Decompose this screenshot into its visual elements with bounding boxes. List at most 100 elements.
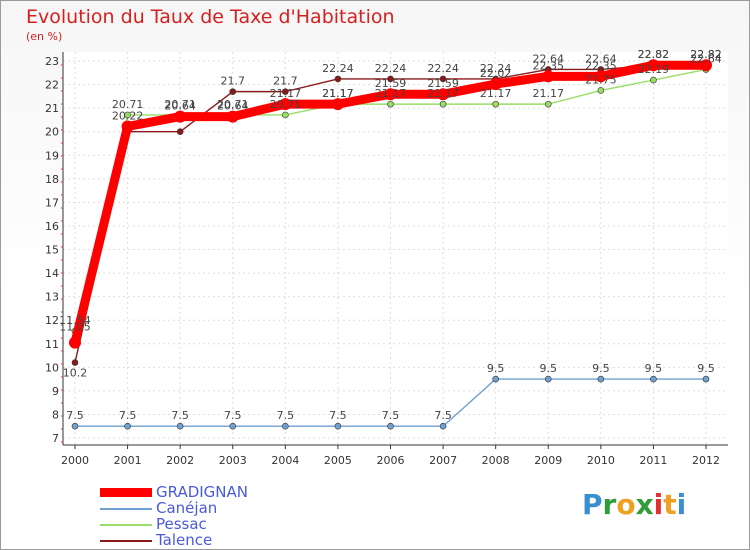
x-tick-label: 2001 xyxy=(114,454,142,467)
legend-label-pessac: Pessac xyxy=(156,515,207,533)
data-label: 20.71 xyxy=(112,98,144,111)
data-label: 21.7 xyxy=(221,75,246,88)
y-tick-label: 18 xyxy=(45,173,59,186)
data-label: 9.5 xyxy=(592,362,610,375)
data-point xyxy=(489,78,502,91)
data-label: 21.59 xyxy=(427,77,459,90)
x-tick-label: 2009 xyxy=(534,454,562,467)
data-label: 22.24 xyxy=(427,62,459,75)
data-point xyxy=(229,88,237,95)
x-tick-label: 2007 xyxy=(429,454,457,467)
data-point xyxy=(387,100,394,108)
data-label: 22.82 xyxy=(638,48,670,61)
y-tick-label: 11 xyxy=(45,338,59,351)
data-point xyxy=(176,128,184,135)
data-label: 21.75 xyxy=(585,73,617,86)
data-point xyxy=(597,87,605,94)
data-point xyxy=(71,359,79,366)
x-tick-label: 2004 xyxy=(271,454,299,467)
x-tick-label: 2002 xyxy=(166,454,194,467)
data-point xyxy=(334,75,342,83)
data-label: 9.5 xyxy=(645,362,663,375)
data-label: 20.71 xyxy=(217,98,249,111)
data-point xyxy=(121,120,134,133)
data-point xyxy=(700,59,712,72)
data-label: 22.24 xyxy=(480,62,512,75)
data-point xyxy=(71,422,79,430)
x-tick-label: 2008 xyxy=(482,454,510,467)
data-label: 7.5 xyxy=(119,409,137,422)
data-point xyxy=(597,375,605,383)
y-tick-label: 10 xyxy=(45,361,59,374)
y-tick-label: 14 xyxy=(45,267,59,280)
legend-swatch-talence xyxy=(100,540,152,542)
data-label: 22.64 xyxy=(690,52,722,65)
data-label: 21.17 xyxy=(480,87,512,100)
y-tick-label: 23 xyxy=(45,55,59,68)
x-tick-label: 2003 xyxy=(219,454,247,467)
x-tick-label: 2005 xyxy=(324,454,352,467)
data-point xyxy=(387,422,394,430)
y-tick-label: 9 xyxy=(52,385,59,398)
data-point xyxy=(439,75,447,83)
y-tick-label: 20 xyxy=(45,126,59,139)
data-label: 7.5 xyxy=(277,409,295,422)
data-label: 11.54 xyxy=(59,314,91,327)
y-tick-label: 13 xyxy=(45,291,59,304)
legend-label-talence: Talence xyxy=(156,531,213,549)
data-label: 11.05 xyxy=(59,321,91,334)
data-label: 22.82 xyxy=(690,48,722,61)
x-tick-label: 2010 xyxy=(587,454,615,467)
data-label: 20.71 xyxy=(270,98,302,111)
data-point xyxy=(124,422,131,430)
logo-letter: i xyxy=(653,488,664,521)
unit-label: (en %) xyxy=(26,30,63,43)
x-tick-label: 2011 xyxy=(639,454,667,467)
data-point xyxy=(492,375,499,383)
data-point xyxy=(647,59,660,72)
y-tick-label: 12 xyxy=(45,314,59,327)
y-tick-label: 17 xyxy=(45,196,59,209)
data-point xyxy=(176,422,184,430)
data-label: 21.17 xyxy=(533,87,565,100)
data-label: 20.64 xyxy=(217,100,249,113)
plot-area xyxy=(63,52,728,445)
data-label: 22.24 xyxy=(375,62,407,75)
data-label: 20.71 xyxy=(164,98,196,111)
data-label: 9.5 xyxy=(697,362,715,375)
x-tick-label: 2006 xyxy=(377,454,405,467)
data-label: 7.5 xyxy=(171,409,189,422)
y-tick-label: 21 xyxy=(45,102,59,115)
data-point xyxy=(542,70,555,83)
data-point xyxy=(544,375,552,383)
data-point xyxy=(229,422,237,430)
data-label: 22.19 xyxy=(638,63,670,76)
data-label: 21.17 xyxy=(375,87,407,100)
logo-letter: i xyxy=(676,488,687,521)
data-label: 7.5 xyxy=(434,409,452,422)
data-point xyxy=(650,375,657,383)
data-point xyxy=(437,88,450,101)
data-point xyxy=(226,110,239,123)
data-point xyxy=(384,88,397,101)
data-point xyxy=(594,70,607,83)
data-point xyxy=(544,100,552,108)
data-label: 7.5 xyxy=(224,409,242,422)
x-tick-label: 2012 xyxy=(692,454,720,467)
y-tick-label: 15 xyxy=(45,244,59,257)
data-point xyxy=(282,88,289,95)
data-label: 21.17 xyxy=(427,87,459,100)
legend-swatch-canejan xyxy=(100,508,152,510)
legend-swatch-gradignan xyxy=(100,488,152,497)
logo-letter: P xyxy=(582,488,603,521)
data-label: 20.22 xyxy=(112,110,144,123)
data-label: 7.5 xyxy=(329,409,347,422)
data-point xyxy=(334,422,342,430)
data-point xyxy=(331,98,344,111)
data-label: 21.59 xyxy=(375,77,407,90)
data-label: 7.5 xyxy=(382,409,400,422)
data-label: 7.5 xyxy=(66,409,84,422)
y-tick-label: 22 xyxy=(45,79,59,92)
data-label: 22.82 xyxy=(638,48,670,61)
